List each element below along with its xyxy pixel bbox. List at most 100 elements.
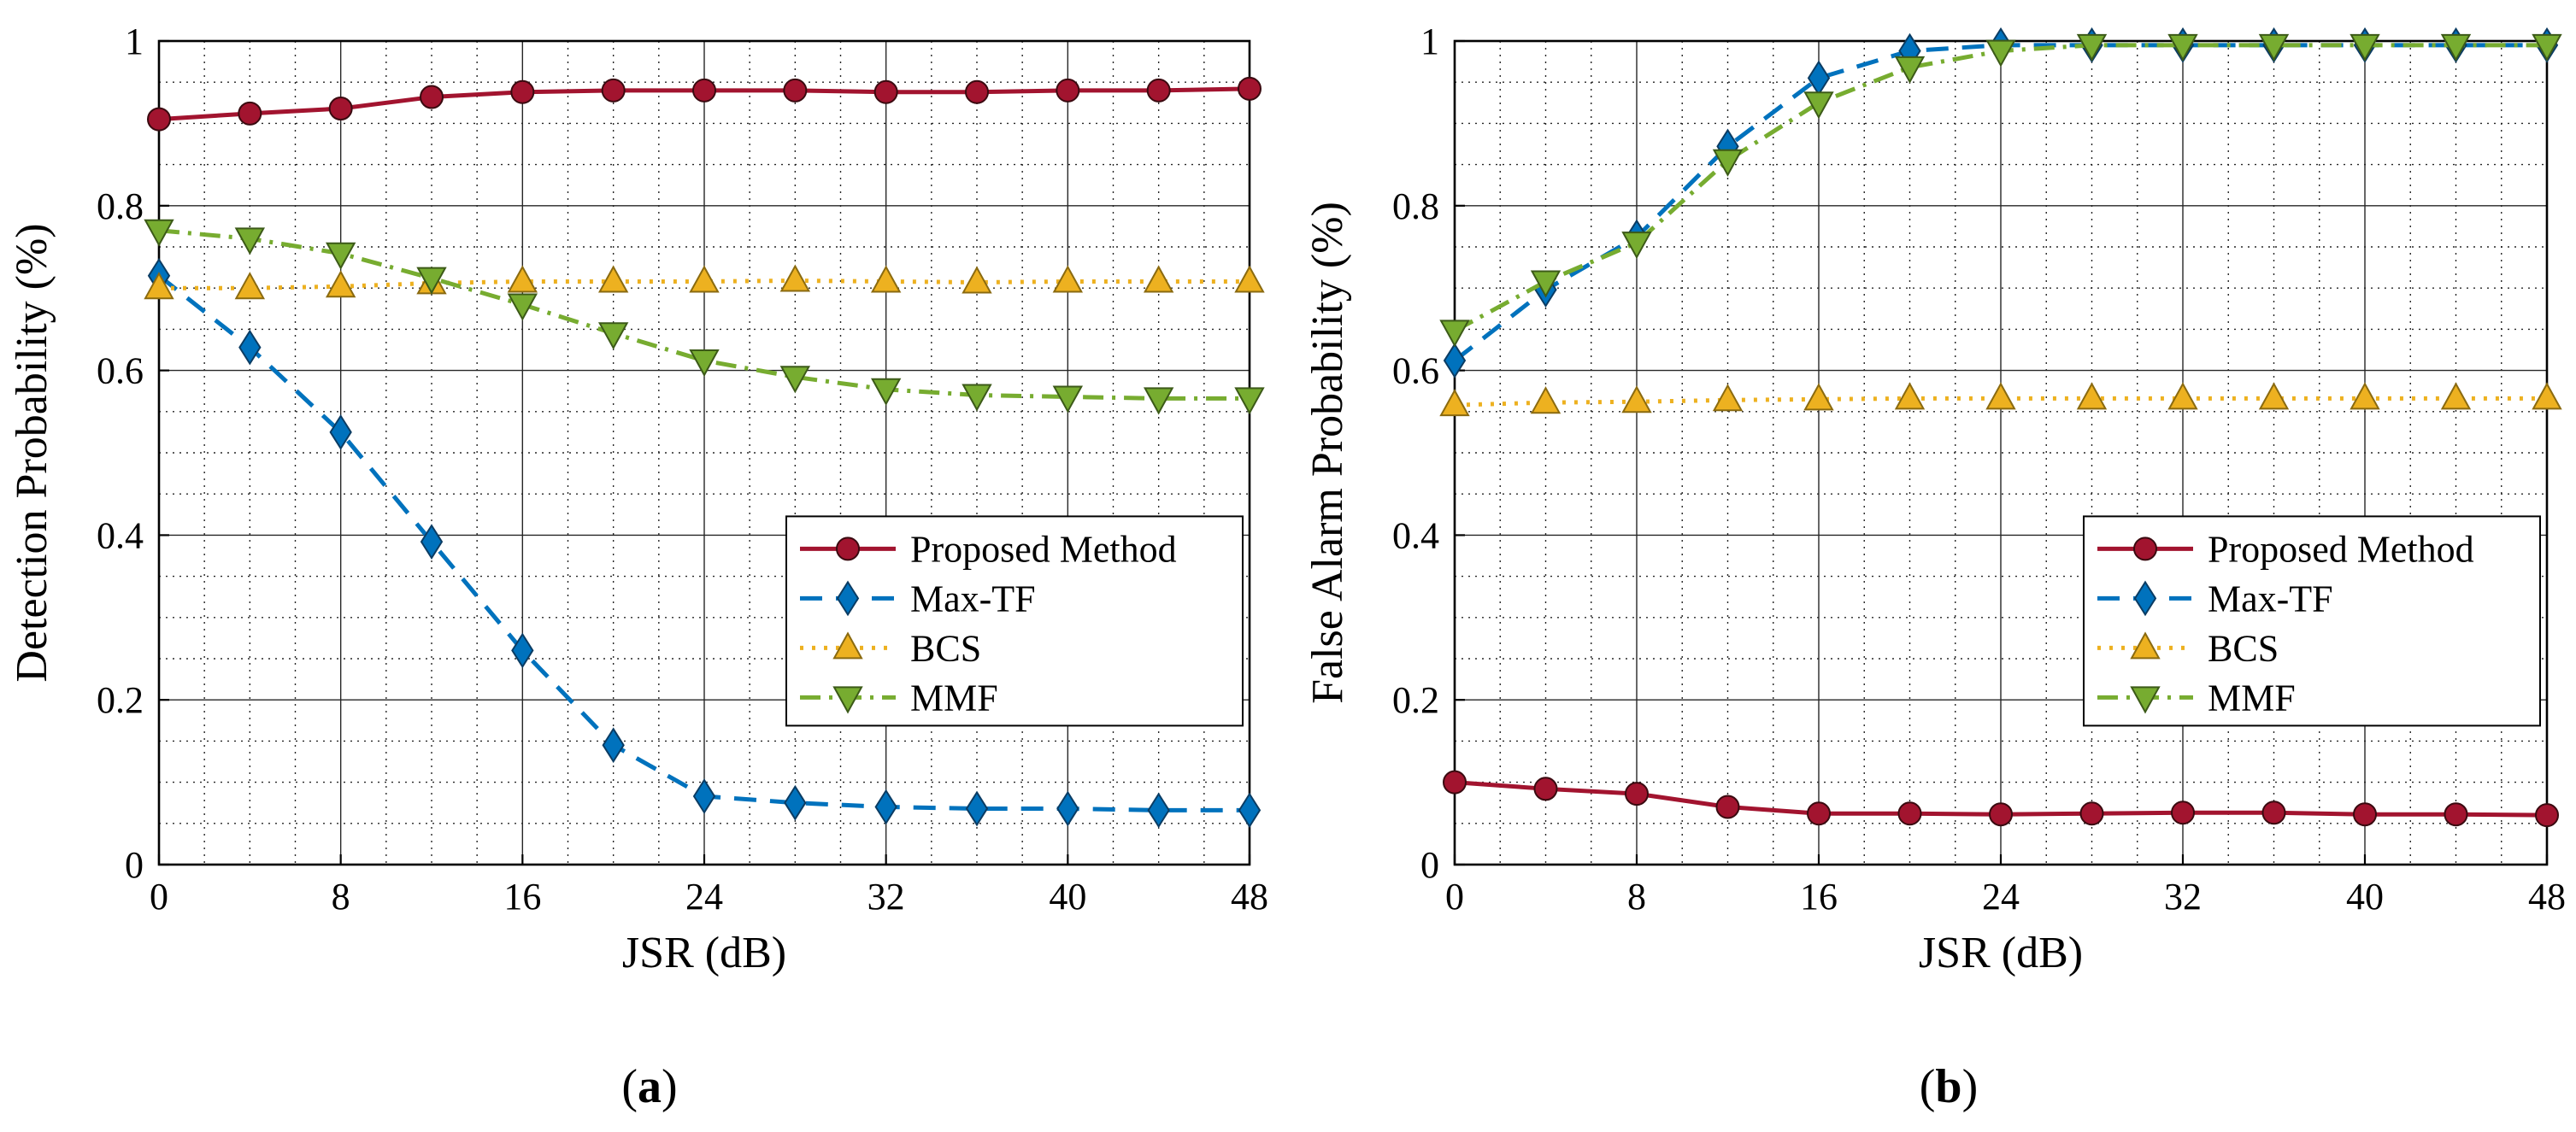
x-tick-label: 8 [1627,876,1646,918]
data-point-bcs [1143,265,1174,293]
y-tick-label: 0.2 [97,679,144,721]
legend-label-bcs: BCS [910,627,981,669]
data-point-proposed [2535,803,2559,828]
legend-marker-proposed [2133,537,2157,561]
data-point-bcs [234,272,266,300]
y-tick-label: 0.6 [97,350,144,392]
x-tick-label: 16 [1800,876,1838,918]
panel-label-part: ( [621,1060,638,1113]
data-point-proposed [1807,801,1831,826]
data-point-bcs [689,265,720,293]
data-point-proposed [328,97,353,121]
data-point-bcs [1712,384,1744,412]
data-point-mmf [2076,33,2108,62]
data-point-proposed [420,85,444,109]
data-point-bcs [1530,386,1561,414]
data-point-mmf [1143,387,1174,415]
x-axis-title: JSR (dB) [1919,929,2083,977]
data-point-mmf [1439,320,1470,348]
y-tick-label: 0.6 [1392,350,1439,392]
panel-label-part: b [1935,1060,1961,1113]
data-point-bcs [1234,265,1265,293]
data-point-proposed [2079,801,2104,826]
data-point-maxtf [784,784,807,821]
data-point-mmf [1621,232,1652,260]
data-point-proposed [1056,78,1080,103]
series-mmf [144,219,1265,415]
x-tick-label: 8 [332,876,350,918]
x-tick-label: 40 [1049,876,1086,918]
data-point-proposed [1533,777,1558,801]
data-point-maxtf [874,789,897,825]
legend-label-mmf: MMF [2208,677,2296,718]
y-tick-label: 0.4 [1392,514,1439,556]
y-tick-label: 0 [125,844,144,886]
x-tick-label: 0 [1445,876,1464,918]
legend-marker-mmf [832,686,863,714]
data-point-bcs [779,264,811,292]
x-tick-label: 32 [867,876,905,918]
data-point-bcs [1621,385,1652,414]
series-bcs [144,264,1265,300]
data-point-proposed [1443,770,1467,795]
data-point-bcs [1894,382,1926,410]
x-tick-label: 24 [1982,876,2020,918]
x-tick-label: 48 [1231,876,1268,918]
data-point-mmf [1052,385,1084,414]
legend-box [2083,515,2541,727]
legend-label-bcs: BCS [2208,627,2279,669]
legend-box [785,515,1244,727]
legend-marker-proposed [836,537,860,561]
data-point-proposed [1625,782,1649,806]
data-point-mmf [2167,33,2198,62]
y-tick-label: 0.8 [97,185,144,227]
data-point-bcs [1803,383,1834,411]
x-tick-label: 48 [2528,876,2566,918]
data-point-bcs [2076,382,2108,410]
series-mmf [1439,33,2562,348]
data-point-proposed [601,78,626,103]
y-tick-label: 0.2 [1392,679,1439,721]
data-point-proposed [1146,78,1171,103]
y-tick-label: 0.4 [97,514,144,556]
data-point-mmf [1803,91,1834,120]
x-axis-title: JSR (dB) [622,929,786,977]
x-tick-label: 40 [2346,876,2384,918]
legend-marker-bcs [2130,631,2161,660]
data-point-mmf [2532,33,2562,62]
y-tick-label: 0.8 [1392,185,1439,227]
panel-a: 0 8 16 24 32 40 48 0 0.2 0.4 0.6 0.8 1 JSR (dB) Detect… [8,21,1268,1113]
data-point-proposed [147,107,171,132]
y-axis-title: Detection Probability (%) [8,223,56,682]
data-point-maxtf [1056,790,1079,827]
data-point-proposed [2171,801,2195,825]
y-axis-title: False Alarm Probability (%) [1303,202,1352,704]
data-point-bcs [507,265,538,293]
legend: Proposed Method Max-TF BCS MMF [2083,515,2541,727]
series-proposed [147,76,1262,132]
legend-label-mmf: MMF [910,677,998,718]
data-point-proposed [2353,802,2377,827]
data-point-mmf [1712,149,1744,177]
data-point-proposed [510,79,535,104]
data-point-bcs [2350,382,2380,410]
data-point-maxtf [965,790,989,827]
x-tick-label: 16 [503,876,541,918]
legend: Proposed Method Max-TF BCS MMF [785,515,1244,727]
x-tick-label: 0 [150,876,168,918]
data-point-proposed [783,78,808,103]
data-point-mmf [870,378,902,406]
legend-label-proposed: Proposed Method [2208,528,2474,570]
legend-label-proposed: Proposed Method [910,528,1177,570]
y-tick-label: 1 [125,21,144,62]
data-point-proposed [692,78,716,103]
legend-marker-bcs [832,631,863,660]
data-point-bcs [2258,382,2290,410]
data-point-maxtf [1443,343,1467,378]
y-tick-label: 0 [1420,844,1439,886]
panel-label-part: ) [1962,1060,1979,1113]
legend-marker-maxtf [836,580,860,617]
data-point-mmf [1894,56,1926,84]
data-point-maxtf [511,632,534,669]
